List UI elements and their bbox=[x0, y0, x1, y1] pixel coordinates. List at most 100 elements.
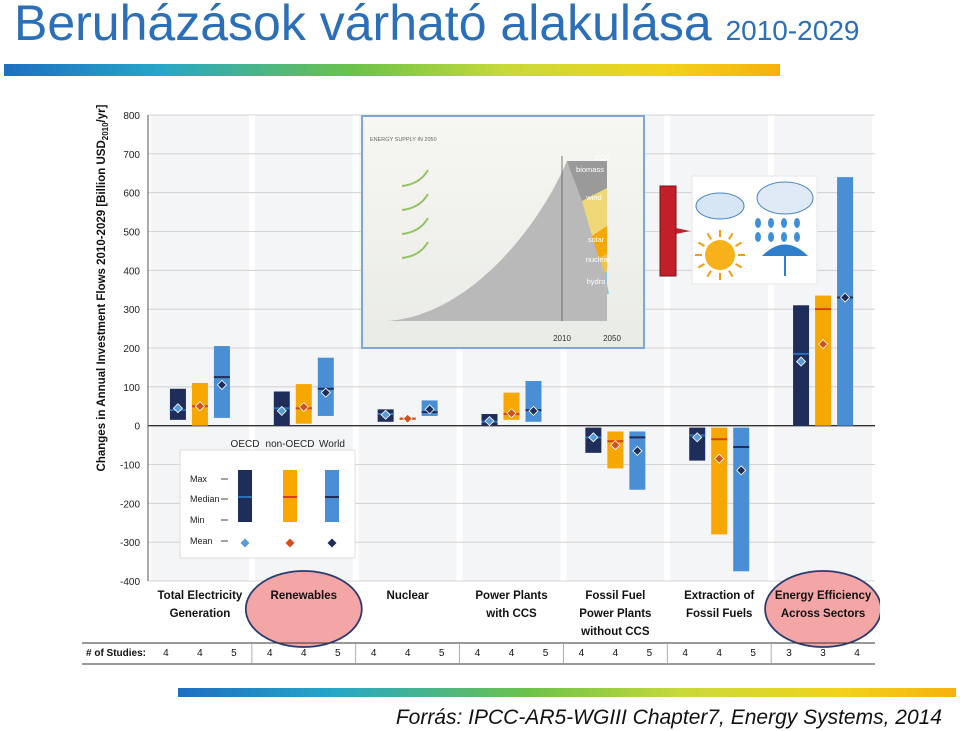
studies-count: 5 bbox=[750, 648, 756, 659]
y-tick-label: -100 bbox=[120, 461, 140, 472]
inset-series-label: nuclear bbox=[586, 255, 611, 264]
sun-icon bbox=[705, 240, 735, 270]
mean-marker bbox=[714, 453, 725, 464]
inset-mini-curve bbox=[401, 193, 429, 211]
inset-series-label: biomass bbox=[576, 165, 604, 174]
sector-label: Energy Efficiency bbox=[775, 590, 872, 602]
page-title-main: Beruházások várható alakulása bbox=[14, 0, 712, 51]
y-tick-label: 700 bbox=[123, 150, 140, 161]
sector-label: Across Sectors bbox=[781, 608, 865, 620]
legend-series-name: non-OECD bbox=[266, 439, 315, 450]
studies-count: 4 bbox=[509, 648, 515, 659]
sector-label: Fossil Fuel bbox=[585, 590, 645, 602]
sun-ray bbox=[728, 232, 734, 240]
bar-non-oecd bbox=[711, 427, 728, 535]
inset-series-label: hydro bbox=[587, 277, 606, 286]
mean-marker bbox=[194, 401, 205, 412]
page-title: Beruházások várható alakulása 2010-2029 bbox=[14, 0, 859, 52]
legend-row-label: Min bbox=[190, 515, 205, 525]
raindrop-icon bbox=[755, 218, 761, 228]
inset-series-label: CO2 bbox=[594, 153, 609, 162]
inset-x-tick: 2010 bbox=[553, 334, 571, 343]
mean-marker bbox=[484, 415, 495, 427]
mean-marker bbox=[298, 401, 309, 413]
raindrop-icon bbox=[781, 232, 787, 242]
sun-ray bbox=[728, 270, 734, 278]
inset-area-fossil bbox=[387, 161, 607, 321]
mean-marker bbox=[424, 404, 435, 415]
mean-marker bbox=[172, 403, 183, 414]
legend-row-label: Max bbox=[190, 474, 208, 484]
red-bracket bbox=[659, 185, 677, 277]
raindrop-icon bbox=[768, 218, 774, 228]
sector-label: Nuclear bbox=[387, 590, 430, 602]
inset-area-co2 bbox=[567, 161, 607, 201]
mean-marker bbox=[402, 413, 413, 424]
y-tick-label: -200 bbox=[120, 499, 140, 510]
y-tick-label: 300 bbox=[123, 305, 140, 316]
inset-mini-curve bbox=[401, 241, 429, 259]
studies-count: 4 bbox=[682, 648, 688, 659]
sector-label: Power Plants bbox=[475, 590, 547, 602]
inset-area-solar bbox=[592, 226, 607, 258]
legend-row-label: Median bbox=[190, 494, 220, 504]
inset-x-tick: 2050 bbox=[603, 334, 621, 343]
studies-count: 4 bbox=[197, 648, 203, 659]
mean-marker bbox=[692, 432, 703, 443]
sector-label: Total Electricity bbox=[158, 590, 243, 602]
inset-area-nuclear bbox=[599, 254, 607, 274]
studies-label: # of Studies: bbox=[86, 648, 146, 659]
studies-count: 4 bbox=[854, 648, 860, 659]
y-tick-label: 400 bbox=[123, 266, 140, 277]
bracket-pointer bbox=[676, 228, 690, 234]
mean-marker bbox=[276, 405, 287, 416]
legend-row-label: Mean bbox=[190, 536, 213, 546]
sun-ray bbox=[697, 263, 705, 269]
studies-count: 3 bbox=[786, 648, 792, 659]
bar-world bbox=[733, 427, 750, 572]
highlight-circle bbox=[764, 570, 880, 648]
inset-series-label: wind bbox=[585, 193, 601, 202]
studies-count: 4 bbox=[579, 648, 585, 659]
umbrella-icon bbox=[762, 244, 808, 256]
studies-count: 4 bbox=[267, 648, 273, 659]
mean-marker bbox=[818, 339, 829, 350]
legend-mean bbox=[285, 538, 295, 548]
y-tick-label: 500 bbox=[123, 228, 140, 239]
studies-count: 5 bbox=[335, 648, 341, 659]
cloud-icon bbox=[756, 181, 814, 215]
y-axis-label: Changes in Annual Investment Flows 2010-… bbox=[96, 104, 110, 471]
cloud-icon bbox=[695, 192, 745, 220]
studies-count: 5 bbox=[439, 648, 445, 659]
y-tick-label: 200 bbox=[123, 344, 140, 355]
mean-marker bbox=[588, 432, 599, 443]
sun-ray bbox=[706, 232, 712, 240]
bar-world bbox=[629, 431, 646, 490]
raindrop-icon bbox=[781, 218, 787, 228]
y-tick-label: -400 bbox=[120, 577, 140, 588]
mean-marker bbox=[216, 379, 227, 390]
mean-marker bbox=[796, 356, 807, 367]
studies-count: 5 bbox=[543, 648, 549, 659]
y-tick-label: 0 bbox=[134, 422, 140, 433]
sector-label: Fossil Fuels bbox=[686, 608, 752, 620]
inset-series-label: solar bbox=[588, 235, 605, 244]
sector-label: with CCS bbox=[485, 608, 537, 620]
mean-marker bbox=[610, 440, 621, 451]
mean-marker bbox=[632, 445, 643, 456]
inset-area-wind bbox=[582, 188, 607, 236]
sun-ray bbox=[735, 241, 743, 247]
sector-label: Extraction of bbox=[684, 590, 754, 602]
studies-count: 5 bbox=[231, 648, 237, 659]
inset-title: ENERGY SUPPLY IN 2050 bbox=[370, 137, 437, 143]
studies-count: 4 bbox=[405, 648, 411, 659]
raindrop-icon bbox=[755, 232, 761, 242]
highlight-circle bbox=[244, 570, 363, 648]
mean-marker bbox=[840, 292, 851, 303]
inset-mini-curve bbox=[401, 169, 429, 187]
inset-area-hydro bbox=[605, 271, 609, 294]
raindrop-icon bbox=[794, 218, 800, 228]
legend-series-name: World bbox=[319, 439, 345, 450]
legend-mean bbox=[327, 538, 337, 548]
sun-ray bbox=[697, 241, 705, 247]
